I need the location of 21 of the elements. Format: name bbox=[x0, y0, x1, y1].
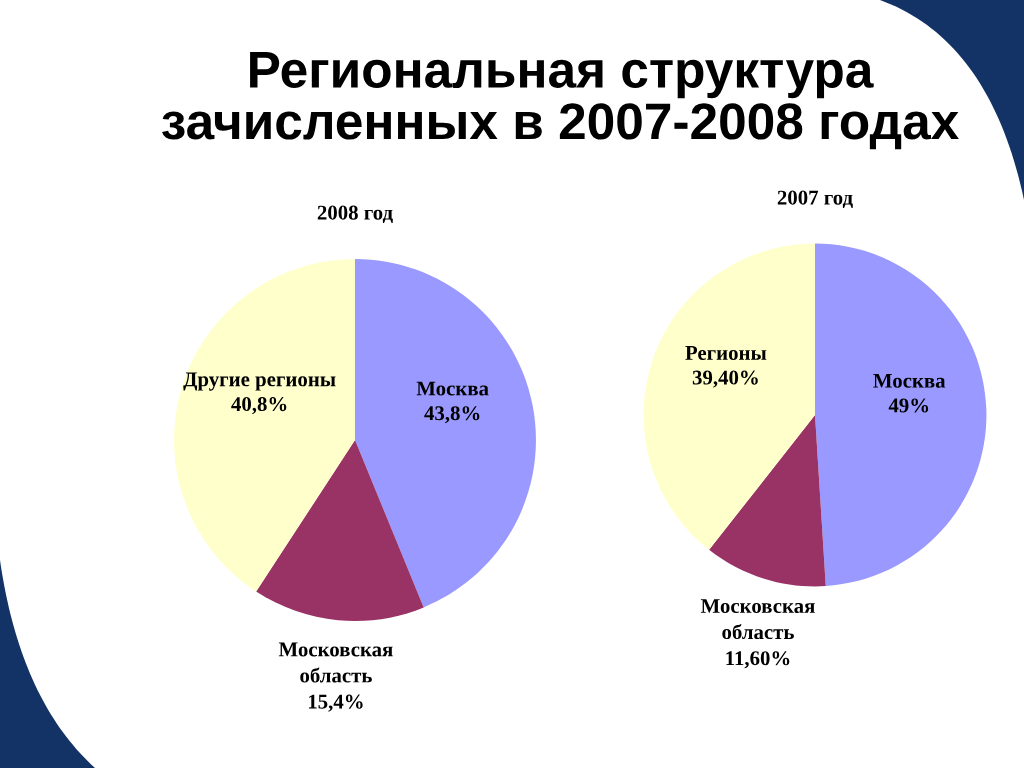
pie-slice bbox=[815, 243, 987, 587]
slice-label: Москва bbox=[416, 381, 489, 396]
slice-label: Московская область bbox=[700, 599, 815, 640]
pie-slice bbox=[174, 259, 355, 592]
pie-slice bbox=[355, 259, 536, 608]
text: Региональная структура зачисленных в 2007-2008 годах bbox=[162, 52, 959, 150]
slice-label: Московская область bbox=[278, 642, 393, 683]
data-label: 43,8% bbox=[424, 406, 480, 424]
data-label: 40,8% bbox=[231, 397, 287, 415]
pie-slice bbox=[256, 440, 424, 621]
slice-label: Москва bbox=[873, 373, 946, 388]
chart-title: 2007 год bbox=[777, 190, 853, 209]
pie-slice bbox=[709, 415, 826, 587]
data-label: 39,40% bbox=[692, 370, 758, 388]
pie-slice bbox=[643, 243, 815, 550]
slice-label: Другие регионы bbox=[183, 372, 336, 391]
data-label: 11,60% bbox=[726, 651, 790, 669]
chart-title: 2008 год bbox=[317, 205, 393, 224]
data-label: 49% bbox=[888, 398, 929, 413]
data-label: 15,4% bbox=[308, 694, 363, 712]
slice-label: Регионы bbox=[685, 346, 767, 360]
